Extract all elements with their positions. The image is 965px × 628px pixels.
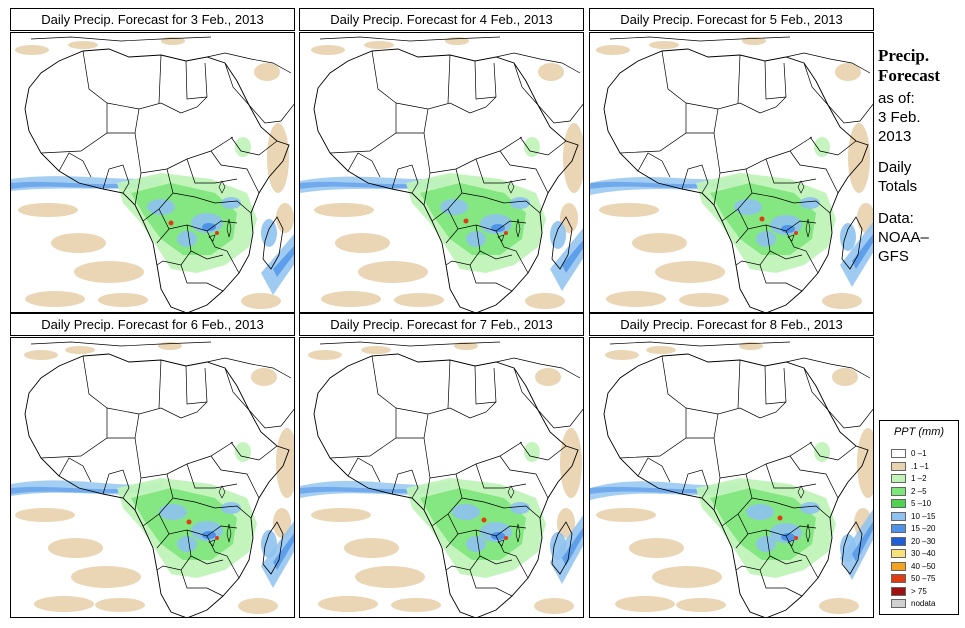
africa-precip-svg (11, 33, 294, 312)
africa-precip-svg (11, 338, 294, 617)
legend-swatch (891, 449, 906, 458)
legend-swatch (891, 486, 906, 496)
coastline (313, 48, 579, 312)
precip-map[interactable] (589, 337, 874, 618)
forecast-panel-feb5: Daily Precip. Forecast for 5 Feb., 2013 (589, 8, 874, 313)
legend-label: 10 –15 (911, 511, 936, 521)
precip-field (590, 37, 873, 309)
legend-swatch (891, 586, 906, 596)
side-caption: Precip. Forecast as of: 3 Feb. 2013 Dail… (878, 46, 962, 266)
panel-title: Daily Precip. Forecast for 5 Feb., 2013 (589, 8, 874, 31)
panel-title: Daily Precip. Forecast for 7 Feb., 2013 (299, 313, 584, 336)
panel-title: Daily Precip. Forecast for 3 Feb., 2013 (10, 8, 295, 31)
panel-title: Daily Precip. Forecast for 6 Feb., 2013 (10, 313, 295, 336)
legend-label: nodata (911, 599, 936, 608)
totals-line-1: Daily (878, 159, 912, 176)
forecast-panel-feb8: Daily Precip. Forecast for 8 Feb., 2013 (589, 313, 874, 618)
heading-line-2: Forecast (878, 66, 940, 85)
legend-label: 1 –2 (911, 474, 927, 483)
heading-line-1: Precip. (878, 46, 930, 65)
africa-precip-svg (300, 33, 583, 312)
madagascar-outline (551, 216, 573, 270)
forecast-panel-feb6: Daily Precip. Forecast for 6 Feb., 2013 (10, 313, 295, 618)
panel-title: Daily Precip. Forecast for 4 Feb., 2013 (299, 8, 584, 31)
precip-map[interactable] (299, 32, 584, 313)
forecast-panel-feb7: Daily Precip. Forecast for 7 Feb., 2013 (299, 313, 584, 618)
precip-map[interactable] (10, 337, 295, 618)
legend-swatch (891, 536, 906, 546)
coastline (603, 353, 869, 617)
africa-precip-svg (590, 338, 873, 617)
ppt-legend: PPT (mm) 0 –1 .1 –1 1 –2 2 –5 5 –10 10 –15 15 … (879, 420, 959, 615)
legend-swatch (891, 599, 906, 608)
data-line-2: NOAA– (878, 229, 929, 246)
precip-field (300, 37, 583, 309)
totals-line-2: Totals (878, 178, 918, 195)
legend-swatch (891, 511, 906, 521)
madagascar-outline (262, 521, 284, 575)
precip-field (300, 342, 583, 614)
legend-label: 30 –40 (911, 549, 936, 558)
forecast-panel-feb3: Daily Precip. Forecast for 3 Feb., 2013 (10, 8, 295, 313)
legend-swatch (891, 461, 906, 471)
legend-swatch (891, 474, 906, 483)
precip-field (590, 342, 873, 614)
legend-label: .1 –1 (911, 461, 929, 471)
legend-label: 5 –10 (911, 499, 932, 508)
legend-label: > 75 (911, 586, 927, 596)
forecast-panel-feb4: Daily Precip. Forecast for 4 Feb., 2013 (299, 8, 584, 313)
coastline (24, 48, 290, 312)
legend-label: 40 –50 (911, 561, 936, 571)
legend-swatch (891, 499, 906, 508)
madagascar-outline (841, 216, 863, 270)
africa-precip-svg (300, 338, 583, 617)
data-line-1: Data: (878, 210, 914, 227)
date-line-1: 3 Feb. (878, 109, 921, 126)
precip-map[interactable] (299, 337, 584, 618)
madagascar-outline (551, 521, 573, 575)
precip-map[interactable] (10, 32, 295, 313)
legend-swatch (891, 561, 906, 571)
date-line-2: 2013 (878, 128, 912, 145)
coastline (603, 48, 869, 312)
africa-precip-svg (590, 33, 873, 312)
data-line-3: GFS (878, 248, 909, 265)
legend-label: 15 –20 (911, 524, 936, 533)
legend-swatch (891, 524, 906, 533)
legend-label: 50 –75 (911, 574, 936, 583)
legend-swatch (891, 549, 906, 558)
legend-label: 0 –1 (911, 449, 927, 458)
madagascar-outline (841, 521, 863, 575)
panel-title: Daily Precip. Forecast for 8 Feb., 2013 (589, 313, 874, 336)
madagascar-outline (262, 216, 284, 270)
coastline (24, 353, 290, 617)
precip-field (11, 37, 294, 309)
precip-map[interactable] (589, 32, 874, 313)
legend-label: 20 –30 (911, 536, 936, 546)
legend-label: 2 –5 (911, 486, 927, 496)
legend-title: PPT (mm) (893, 426, 945, 438)
precip-field (11, 342, 294, 614)
legend-swatch (891, 574, 906, 583)
as-of-label: as of: (878, 90, 915, 107)
coastline (313, 353, 579, 617)
